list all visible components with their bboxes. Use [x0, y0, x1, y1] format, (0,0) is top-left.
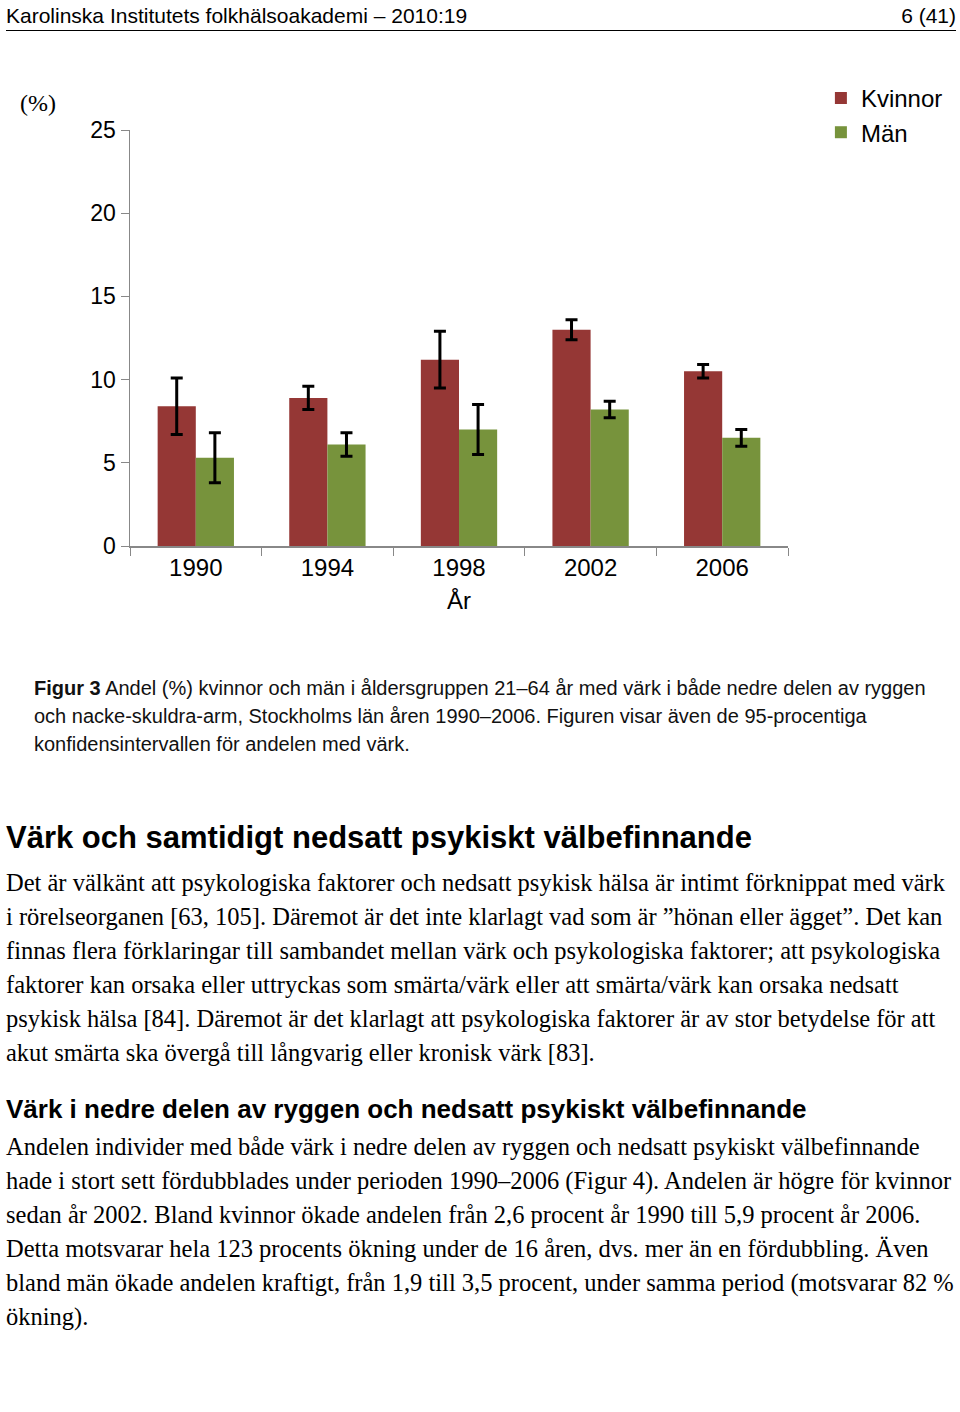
html-text:Andelen individer med både vär: Andelen individer med både värk i nedre … — [6, 1133, 954, 1330]
svg-text:2002: 2002 — [564, 554, 617, 581]
svg-text:1990: 1990 — [169, 554, 222, 581]
svg-text:1994: 1994 — [301, 554, 354, 581]
svg-text:25: 25 — [90, 117, 116, 143]
svg-text:10: 10 — [90, 367, 116, 393]
svg-text:(%): (%) — [20, 90, 56, 116]
svg-text:År: År — [447, 587, 471, 614]
svg-text:20: 20 — [90, 200, 116, 226]
html-text:Värk i nedre delen av ryggen o: Värk i nedre delen av ryggen och nedsatt… — [6, 1094, 807, 1124]
html-text:Karolinska Institutets folkhäl: Karolinska Institutets folkhälsoakademi … — [6, 4, 468, 27]
svg-text:2006: 2006 — [696, 554, 749, 581]
svg-text:5: 5 — [103, 450, 116, 476]
html-text:Det är välkänt att psykologisk: Det är välkänt att psykologiska faktorer… — [6, 869, 945, 1066]
svg-text:Män: Män — [861, 120, 908, 147]
svg-text:15: 15 — [90, 283, 116, 309]
html-text:Figur 3 Andel (%) kvinnor och: Figur 3 Andel (%) kvinnor och män i ålde… — [34, 677, 926, 755]
html-text:6 (41): 6 (41) — [901, 4, 956, 27]
svg-text:Kvinnor: Kvinnor — [861, 85, 942, 112]
html-text:Värk och samtidigt nedsatt psy: Värk och samtidigt nedsatt psykiskt välb… — [6, 820, 752, 855]
svg-text:0: 0 — [103, 533, 116, 559]
svg-text:1998: 1998 — [432, 554, 485, 581]
